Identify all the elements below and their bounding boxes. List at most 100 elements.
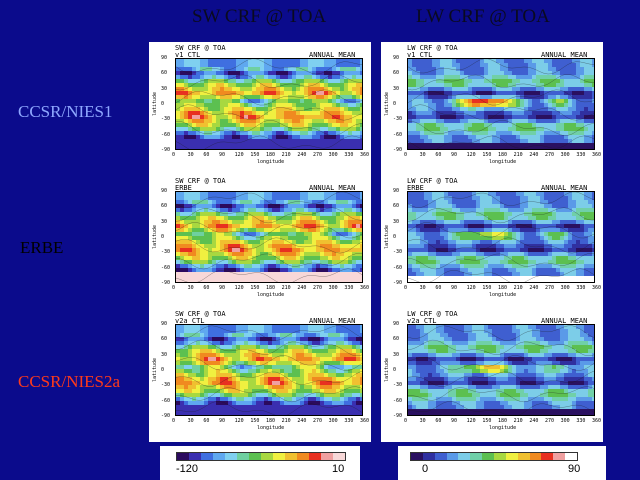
lat-tick-label: 60 xyxy=(161,203,168,210)
lon-tick-label: 300 xyxy=(328,152,338,158)
lat-tick-label: -90 xyxy=(393,147,403,153)
lon-tick-label: 90 xyxy=(219,418,226,424)
panel-subtitle: v2a CTL xyxy=(175,317,205,325)
colorbar-swatch xyxy=(285,453,297,460)
lon-tick-label: 270 xyxy=(545,152,555,158)
colorbar-swatch xyxy=(321,453,333,460)
lat-axis-label: latitude xyxy=(384,357,391,383)
lon-tick-label: 330 xyxy=(576,285,586,291)
lon-tick-label: 120 xyxy=(234,418,244,424)
lon-tick-label: 210 xyxy=(513,418,523,424)
lon-tick-label: 240 xyxy=(529,285,539,291)
lat-tick-label: 30 xyxy=(161,218,168,225)
lat-tick-label: 30 xyxy=(161,351,168,358)
lon-tick-label: 120 xyxy=(466,418,476,424)
lat-tick-label: -60 xyxy=(393,264,403,271)
lat-tick-label: -60 xyxy=(161,397,171,404)
lat-tick-label: -30 xyxy=(161,116,171,123)
lon-tick-label: 150 xyxy=(482,152,492,158)
lat-tick-label: -90 xyxy=(161,413,171,419)
sw-colorbar: -120 10 xyxy=(160,446,360,480)
lon-tick-label: 30 xyxy=(187,285,194,291)
lat-tick-label: -30 xyxy=(161,382,171,389)
lon-tick-label: 330 xyxy=(344,285,354,291)
lon-tick-label: 0 xyxy=(172,152,176,158)
lon-tick-label: 210 xyxy=(281,285,291,291)
lon-axis-label: longitude xyxy=(257,425,285,431)
lat-tick-label: 0 xyxy=(393,101,397,107)
sw-column-title: SW CRF @ TOA xyxy=(192,6,327,27)
lw-colorbar-max: 90 xyxy=(568,463,581,475)
row-label-erbe: ERBE xyxy=(20,238,64,257)
lon-tick-label: 30 xyxy=(419,418,426,424)
map-panel-lw-3: LW CRF @ TOA ERBE ANNUAL MEAN 90 60 30 0 -30 -60… xyxy=(381,175,603,309)
lat-axis-label: latitude xyxy=(384,91,391,117)
colorbar-swatch xyxy=(517,453,530,460)
lon-tick-label: 90 xyxy=(219,152,226,158)
lon-axis-label: longitude xyxy=(489,292,517,298)
colorbar-swatch xyxy=(458,453,471,460)
lat-tick-label: 30 xyxy=(393,218,400,225)
colorbar-swatch xyxy=(482,453,495,460)
lon-axis-label: longitude xyxy=(489,425,517,431)
lon-tick-label: 120 xyxy=(466,285,476,291)
map-panel-lw-5: LW CRF @ TOA v2a CTL ANNUAL MEAN 90 60 30 0 -30… xyxy=(381,308,603,442)
lon-tick-label: 120 xyxy=(234,285,244,291)
lon-axis-label: longitude xyxy=(489,159,517,165)
panel-title: SW CRF @ TOA xyxy=(175,310,226,318)
lon-tick-label: 240 xyxy=(297,152,307,158)
lon-tick-label: 210 xyxy=(513,152,523,158)
panel-title: SW CRF @ TOA xyxy=(175,177,226,185)
lon-tick-label: 120 xyxy=(234,152,244,158)
lat-tick-label: -90 xyxy=(393,413,403,419)
lat-tick-label: -30 xyxy=(161,249,171,256)
panel-subtitle: v1 CTL xyxy=(407,51,433,59)
colorbar-swatch xyxy=(201,453,213,460)
lat-tick-label: 90 xyxy=(161,55,168,61)
lon-tick-label: 150 xyxy=(482,418,492,424)
row-label-ccsr-nies1: CCSR/NIES1 xyxy=(18,102,113,121)
lat-tick-label: 0 xyxy=(393,234,397,240)
colorbar-swatch xyxy=(411,453,423,460)
lon-axis-label: longitude xyxy=(257,159,285,165)
lon-tick-label: 270 xyxy=(545,285,555,291)
sw-colorbar-max: 10 xyxy=(332,463,345,475)
map-panel-sw-0: SW CRF @ TOA v1 CTL ANNUAL MEAN 90 60 30 0 -30-… xyxy=(149,42,371,176)
colorbar-swatch xyxy=(177,453,189,460)
lon-tick-label: 330 xyxy=(576,418,586,424)
panel-mean-label: ANNUAL MEAN xyxy=(309,51,356,59)
lat-tick-label: 60 xyxy=(393,70,400,77)
lon-tick-label: 300 xyxy=(328,418,338,424)
panel-mean-label: ANNUAL MEAN xyxy=(541,51,588,59)
lw-colorbar-min: 0 xyxy=(422,463,429,475)
lat-tick-label: -30 xyxy=(393,116,403,123)
contour-map xyxy=(407,191,595,283)
lat-tick-label: -60 xyxy=(393,397,403,404)
lon-tick-label: 240 xyxy=(297,285,307,291)
lat-tick-label: -60 xyxy=(393,131,403,138)
lon-tick-label: 90 xyxy=(451,418,458,424)
lat-axis-label: latitude xyxy=(152,357,159,383)
lon-tick-label: 360 xyxy=(592,152,602,158)
lon-tick-label: 330 xyxy=(576,152,586,158)
lon-tick-label: 120 xyxy=(466,152,476,158)
colorbar-swatch xyxy=(225,453,237,460)
lon-tick-label: 150 xyxy=(482,285,492,291)
lon-tick-label: 360 xyxy=(360,152,370,158)
colorbar-swatch xyxy=(297,453,309,460)
contour-map xyxy=(175,58,363,150)
panel-title: LW CRF @ TOA xyxy=(407,310,458,318)
lon-tick-label: 210 xyxy=(281,418,291,424)
contour-map xyxy=(407,324,595,416)
lat-tick-label: 0 xyxy=(393,367,397,373)
lat-tick-label: 90 xyxy=(161,188,168,194)
colorbar-swatch xyxy=(273,453,285,460)
panel-mean-label: ANNUAL MEAN xyxy=(309,317,356,325)
sw-colorbar-strip xyxy=(176,452,346,461)
colorbar-swatch xyxy=(434,453,447,460)
lat-tick-label: -60 xyxy=(161,131,171,138)
lon-tick-label: 30 xyxy=(419,285,426,291)
lat-tick-label: 30 xyxy=(393,351,400,358)
sw-colorbar-min: -120 xyxy=(176,463,199,475)
lon-tick-label: 150 xyxy=(250,152,260,158)
